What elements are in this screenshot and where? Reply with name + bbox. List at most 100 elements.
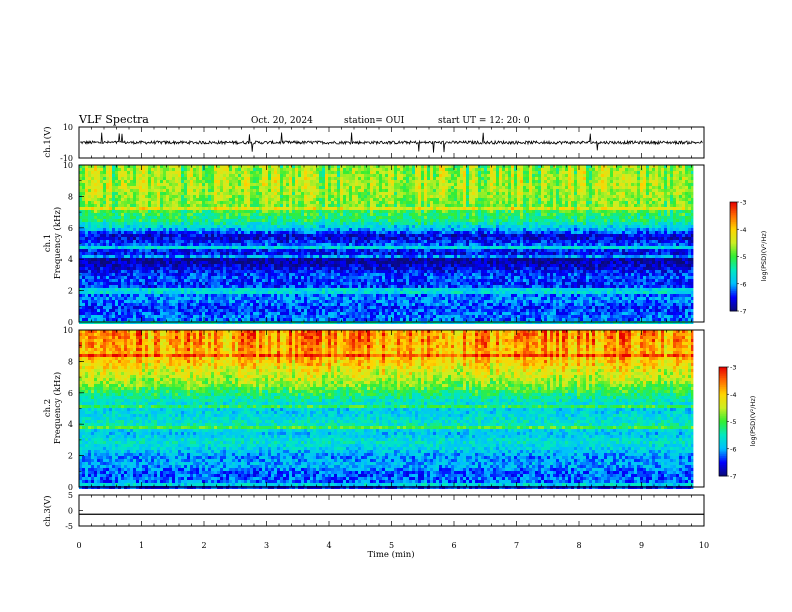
- psd-cell: [553, 174, 556, 177]
- psd-cell: [679, 180, 682, 183]
- psd-cell: [430, 195, 433, 198]
- psd-cell: [313, 168, 316, 171]
- psd-cell: [544, 234, 547, 237]
- psd-cell: [538, 186, 541, 189]
- psd-cell: [328, 207, 331, 210]
- psd-cell: [157, 180, 160, 183]
- psd-cell: [454, 183, 457, 186]
- psd-cell: [484, 216, 487, 219]
- psd-cell: [619, 201, 622, 204]
- psd-cell: [502, 222, 505, 225]
- psd-cell: [88, 234, 91, 237]
- psd-cell: [259, 183, 262, 186]
- psd-cell: [628, 168, 631, 171]
- psd-cell: [631, 204, 634, 207]
- psd-cell: [490, 201, 493, 204]
- psd-cell: [322, 222, 325, 225]
- psd-cell: [85, 189, 88, 192]
- psd-cell: [607, 189, 610, 192]
- psd-cell: [238, 231, 241, 234]
- psd-cell: [442, 198, 445, 201]
- psd-cell: [424, 171, 427, 174]
- psd-cell: [403, 174, 406, 177]
- psd-cell: [601, 216, 604, 219]
- psd-cell: [229, 183, 232, 186]
- psd-cell: [628, 204, 631, 207]
- psd-cell: [172, 174, 175, 177]
- psd-cell: [250, 198, 253, 201]
- psd-cell: [298, 171, 301, 174]
- psd-cell: [412, 213, 415, 216]
- psd-cell: [145, 186, 148, 189]
- psd-cell: [586, 183, 589, 186]
- psd-cell: [136, 207, 139, 210]
- psd-cell: [454, 222, 457, 225]
- psd-cell: [403, 204, 406, 207]
- psd-cell: [523, 201, 526, 204]
- psd-cell: [652, 192, 655, 195]
- psd-cell: [163, 195, 166, 198]
- psd-cell: [91, 183, 94, 186]
- psd-cell: [322, 192, 325, 195]
- psd-cell: [265, 174, 268, 177]
- psd-cell: [604, 177, 607, 180]
- psd-cell: [640, 231, 643, 234]
- psd-cell: [643, 201, 646, 204]
- psd-cell: [454, 198, 457, 201]
- psd-cell: [637, 183, 640, 186]
- psd-cell: [382, 231, 385, 234]
- psd-cell: [526, 216, 529, 219]
- psd-cell: [268, 210, 271, 213]
- psd-cell: [196, 168, 199, 171]
- psd-cell: [94, 189, 97, 192]
- psd-cell: [661, 171, 664, 174]
- psd-cell: [187, 204, 190, 207]
- psd-cell: [664, 231, 667, 234]
- psd-cell: [412, 231, 415, 234]
- psd-cell: [346, 198, 349, 201]
- psd-cell: [121, 198, 124, 201]
- psd-cell: [514, 177, 517, 180]
- psd-cell: [223, 222, 226, 225]
- psd-cell: [118, 210, 121, 213]
- psd-cell: [403, 228, 406, 231]
- psd-cell: [349, 189, 352, 192]
- psd-cell: [592, 225, 595, 228]
- psd-cell: [184, 195, 187, 198]
- psd-cell: [310, 225, 313, 228]
- psd-cell: [544, 216, 547, 219]
- psd-cell: [109, 204, 112, 207]
- psd-cell: [289, 207, 292, 210]
- psd-cell: [247, 186, 250, 189]
- psd-cell: [205, 204, 208, 207]
- psd-cell: [277, 207, 280, 210]
- psd-cell: [88, 228, 91, 231]
- psd-cell: [292, 222, 295, 225]
- psd-cell: [514, 204, 517, 207]
- psd-cell: [376, 180, 379, 183]
- psd-cell: [328, 213, 331, 216]
- psd-cell: [382, 207, 385, 210]
- psd-cell: [574, 201, 577, 204]
- psd-cell: [643, 183, 646, 186]
- psd-cell: [601, 201, 604, 204]
- psd-cell: [373, 198, 376, 201]
- psd-cell: [424, 204, 427, 207]
- psd-cell: [559, 219, 562, 222]
- psd-cell: [370, 225, 373, 228]
- psd-cell: [460, 207, 463, 210]
- psd-cell: [637, 219, 640, 222]
- psd-cell: [424, 207, 427, 210]
- psd-cell: [433, 222, 436, 225]
- psd-cell: [502, 195, 505, 198]
- psd-cell: [640, 201, 643, 204]
- psd-cell: [229, 213, 232, 216]
- psd-cell: [577, 222, 580, 225]
- psd-cell: [589, 180, 592, 183]
- psd-cell: [289, 198, 292, 201]
- psd-cell: [316, 201, 319, 204]
- psd-cell: [289, 168, 292, 171]
- psd-cell: [505, 198, 508, 201]
- psd-cell: [202, 174, 205, 177]
- psd-cell: [532, 231, 535, 234]
